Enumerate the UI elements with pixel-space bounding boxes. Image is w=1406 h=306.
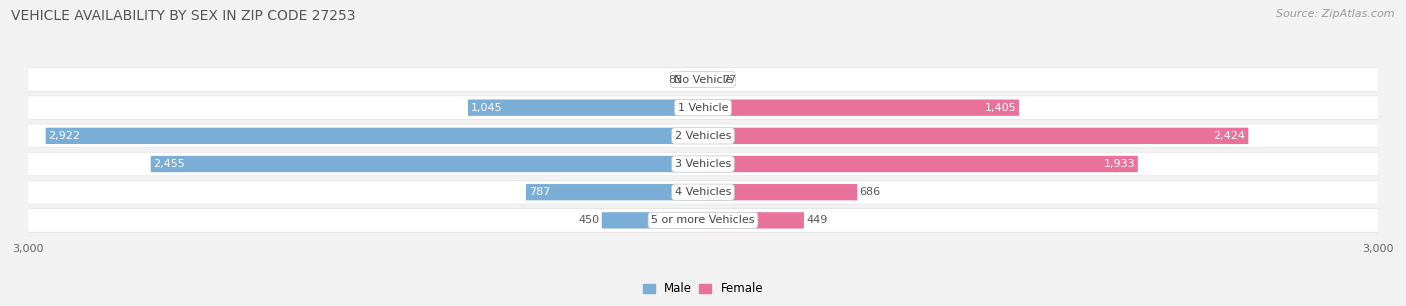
Text: 1,405: 1,405 [984, 103, 1017, 113]
FancyBboxPatch shape [703, 184, 858, 200]
Text: 450: 450 [578, 215, 599, 225]
Text: 686: 686 [859, 187, 880, 197]
FancyBboxPatch shape [703, 128, 1249, 144]
FancyBboxPatch shape [28, 209, 1378, 232]
Text: 1,045: 1,045 [471, 103, 502, 113]
Text: 5 or more Vehicles: 5 or more Vehicles [651, 215, 755, 225]
FancyBboxPatch shape [28, 124, 1378, 147]
Text: 449: 449 [806, 215, 828, 225]
Text: 1 Vehicle: 1 Vehicle [678, 103, 728, 113]
Text: Source: ZipAtlas.com: Source: ZipAtlas.com [1277, 9, 1395, 19]
Text: VEHICLE AVAILABILITY BY SEX IN ZIP CODE 27253: VEHICLE AVAILABILITY BY SEX IN ZIP CODE … [11, 9, 356, 23]
Text: 2,455: 2,455 [153, 159, 186, 169]
FancyBboxPatch shape [28, 152, 1378, 176]
FancyBboxPatch shape [28, 124, 1378, 148]
FancyBboxPatch shape [45, 128, 703, 144]
FancyBboxPatch shape [28, 152, 1378, 176]
FancyBboxPatch shape [28, 68, 1378, 91]
Text: 4 Vehicles: 4 Vehicles [675, 187, 731, 197]
FancyBboxPatch shape [703, 212, 804, 229]
FancyBboxPatch shape [28, 96, 1378, 120]
FancyBboxPatch shape [685, 71, 703, 88]
Text: 83: 83 [668, 75, 682, 84]
FancyBboxPatch shape [703, 156, 1137, 172]
FancyBboxPatch shape [703, 71, 720, 88]
FancyBboxPatch shape [28, 96, 1378, 119]
Text: 2,922: 2,922 [48, 131, 80, 141]
FancyBboxPatch shape [703, 99, 1019, 116]
FancyBboxPatch shape [28, 181, 1378, 204]
FancyBboxPatch shape [150, 156, 703, 172]
FancyBboxPatch shape [602, 212, 703, 229]
FancyBboxPatch shape [28, 68, 1378, 91]
FancyBboxPatch shape [526, 184, 703, 200]
Text: 3 Vehicles: 3 Vehicles [675, 159, 731, 169]
Legend: Male, Female: Male, Female [638, 278, 768, 300]
Text: No Vehicle: No Vehicle [673, 75, 733, 84]
Text: 2,424: 2,424 [1213, 131, 1246, 141]
Text: 1,933: 1,933 [1104, 159, 1135, 169]
FancyBboxPatch shape [28, 208, 1378, 232]
Text: 2 Vehicles: 2 Vehicles [675, 131, 731, 141]
FancyBboxPatch shape [28, 180, 1378, 204]
Text: 77: 77 [723, 75, 737, 84]
FancyBboxPatch shape [468, 99, 703, 116]
Text: 787: 787 [529, 187, 550, 197]
